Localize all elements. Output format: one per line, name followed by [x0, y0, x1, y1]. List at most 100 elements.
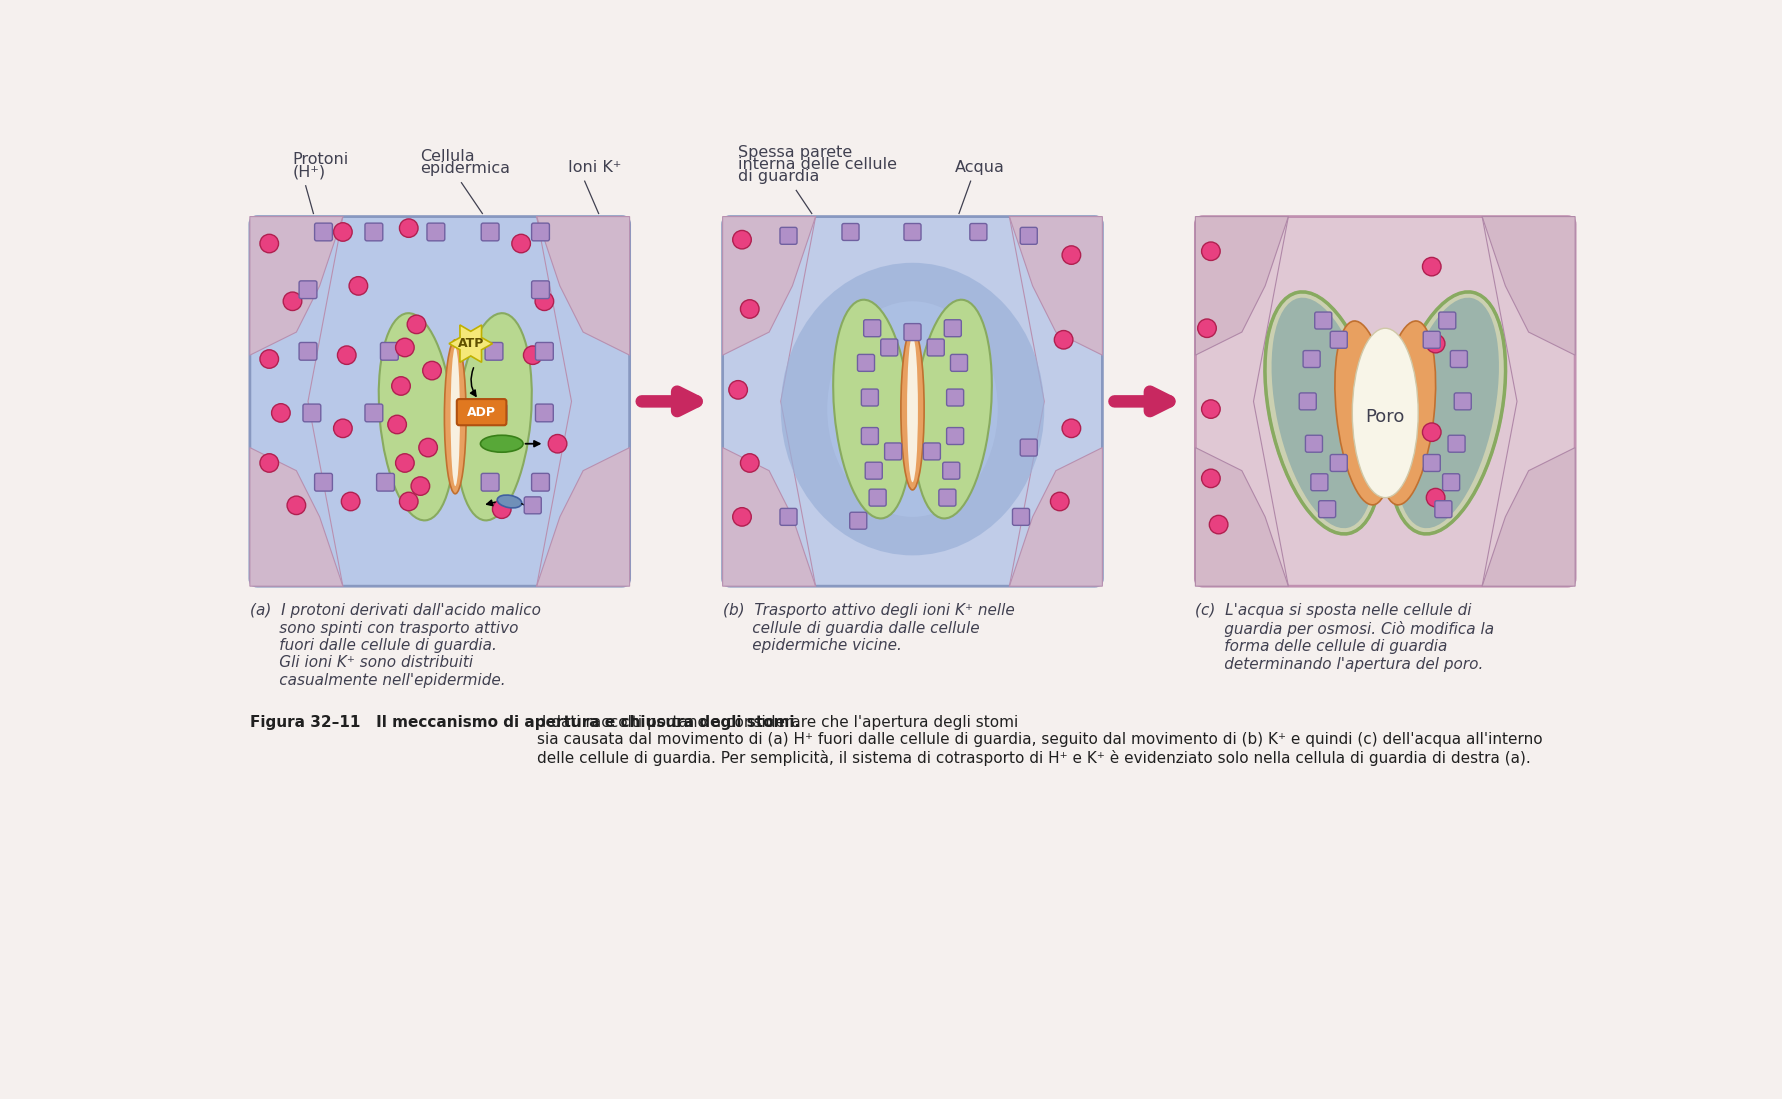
FancyBboxPatch shape [376, 474, 394, 491]
FancyBboxPatch shape [531, 223, 549, 241]
Ellipse shape [1272, 298, 1376, 529]
Circle shape [741, 454, 759, 473]
Polygon shape [449, 325, 492, 363]
Circle shape [412, 477, 429, 496]
FancyBboxPatch shape [1438, 312, 1456, 329]
Circle shape [260, 454, 278, 473]
Circle shape [283, 292, 301, 311]
FancyBboxPatch shape [531, 474, 549, 491]
Text: di guardia: di guardia [738, 169, 820, 185]
FancyBboxPatch shape [841, 223, 859, 241]
FancyBboxPatch shape [880, 338, 898, 356]
FancyBboxPatch shape [850, 512, 866, 530]
Circle shape [741, 300, 759, 319]
Ellipse shape [1335, 321, 1392, 504]
FancyBboxPatch shape [315, 223, 333, 241]
Circle shape [732, 508, 752, 526]
Circle shape [535, 292, 554, 311]
FancyBboxPatch shape [1012, 509, 1030, 525]
Circle shape [287, 496, 307, 514]
FancyBboxPatch shape [381, 343, 399, 360]
Polygon shape [1009, 447, 1103, 586]
Ellipse shape [481, 435, 524, 452]
FancyBboxPatch shape [365, 404, 383, 422]
FancyBboxPatch shape [903, 323, 921, 341]
Circle shape [333, 419, 353, 437]
FancyBboxPatch shape [927, 338, 944, 356]
Text: interna delle cellule: interna delle cellule [738, 157, 896, 171]
Circle shape [511, 234, 531, 253]
FancyBboxPatch shape [1299, 393, 1317, 410]
Polygon shape [536, 217, 629, 355]
Circle shape [349, 277, 367, 296]
Text: Spessa parete: Spessa parete [738, 145, 852, 159]
FancyBboxPatch shape [864, 320, 880, 336]
FancyBboxPatch shape [1451, 351, 1467, 367]
Text: epidermica: epidermica [421, 162, 510, 177]
Text: I dati raccolti portano a considerare che l'apertura degli stomi
sia causata dal: I dati raccolti portano a considerare ch… [536, 714, 1541, 766]
FancyBboxPatch shape [1196, 217, 1575, 586]
Text: (a)  I protoni derivati dall'acido malico
      sono spinti con trasporto attivo: (a) I protoni derivati dall'acido malico… [249, 603, 542, 688]
Ellipse shape [1377, 321, 1436, 504]
FancyBboxPatch shape [315, 474, 333, 491]
Circle shape [1201, 242, 1221, 260]
Polygon shape [723, 217, 816, 355]
Circle shape [408, 315, 426, 334]
Ellipse shape [1388, 292, 1506, 534]
Circle shape [1426, 488, 1445, 507]
FancyBboxPatch shape [299, 343, 317, 360]
Text: ADP: ADP [467, 406, 495, 419]
Circle shape [388, 415, 406, 434]
Circle shape [729, 380, 747, 399]
FancyBboxPatch shape [249, 217, 629, 586]
Circle shape [1201, 469, 1221, 488]
FancyBboxPatch shape [428, 223, 446, 241]
Ellipse shape [456, 313, 531, 521]
FancyBboxPatch shape [861, 428, 879, 444]
Text: Ioni K⁺: Ioni K⁺ [568, 160, 620, 175]
Polygon shape [1196, 217, 1288, 355]
Circle shape [396, 454, 413, 473]
Circle shape [732, 231, 752, 248]
FancyBboxPatch shape [946, 389, 964, 406]
Ellipse shape [781, 263, 1044, 555]
Polygon shape [723, 447, 816, 586]
FancyBboxPatch shape [531, 281, 549, 299]
Circle shape [492, 500, 511, 519]
Text: ATP: ATP [458, 337, 485, 351]
FancyBboxPatch shape [923, 443, 941, 459]
Ellipse shape [444, 340, 467, 493]
Circle shape [399, 492, 419, 511]
FancyBboxPatch shape [485, 343, 503, 360]
Circle shape [1426, 334, 1445, 353]
FancyBboxPatch shape [481, 223, 499, 241]
Polygon shape [249, 447, 342, 586]
FancyBboxPatch shape [1329, 331, 1347, 348]
FancyBboxPatch shape [1306, 435, 1322, 452]
Circle shape [342, 492, 360, 511]
FancyBboxPatch shape [365, 223, 383, 241]
Polygon shape [1196, 447, 1288, 586]
Circle shape [260, 349, 278, 368]
Ellipse shape [834, 300, 911, 519]
Circle shape [271, 403, 290, 422]
FancyBboxPatch shape [969, 223, 987, 241]
Circle shape [1055, 331, 1073, 349]
FancyBboxPatch shape [1319, 501, 1336, 518]
Polygon shape [249, 217, 342, 355]
Text: (c)  L'acqua si sposta nelle cellule di
      guardia per osmosi. Ciò modifica l: (c) L'acqua si sposta nelle cellule di g… [1196, 603, 1495, 671]
FancyBboxPatch shape [481, 474, 499, 491]
Text: (b)  Trasporto attivo degli ioni K⁺ nelle
      cellule di guardia dalle cellule: (b) Trasporto attivo degli ioni K⁺ nelle… [723, 603, 1014, 653]
FancyBboxPatch shape [781, 509, 797, 525]
Circle shape [1062, 419, 1080, 437]
Ellipse shape [827, 301, 998, 517]
FancyBboxPatch shape [1424, 331, 1440, 348]
Circle shape [1422, 423, 1442, 442]
FancyBboxPatch shape [903, 223, 921, 241]
FancyBboxPatch shape [1021, 440, 1037, 456]
Circle shape [333, 223, 353, 241]
FancyBboxPatch shape [488, 404, 506, 422]
Text: Protoni: Protoni [292, 153, 349, 167]
FancyBboxPatch shape [1435, 501, 1452, 518]
FancyBboxPatch shape [1315, 312, 1331, 329]
